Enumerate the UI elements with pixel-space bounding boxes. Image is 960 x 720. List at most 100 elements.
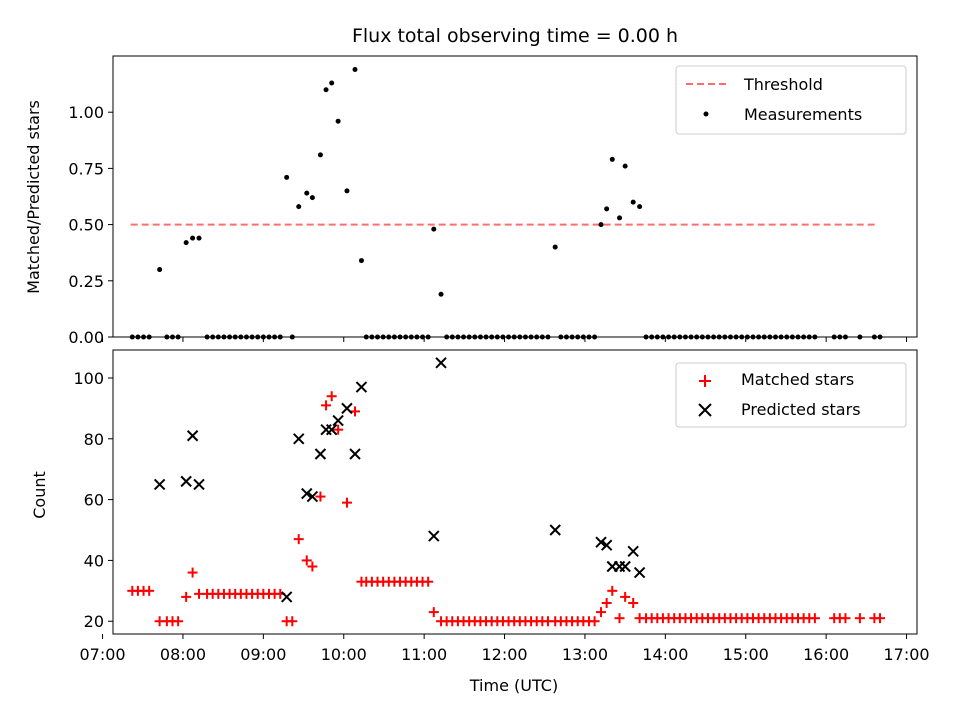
bottom-xtick-label: 09:00 <box>240 645 286 664</box>
measurement-point <box>317 152 323 158</box>
bottom-xtick-label: 08:00 <box>160 645 206 664</box>
x-axis-label: Time (UTC) <box>469 676 558 695</box>
measurement-point <box>309 195 315 201</box>
top-ytick-label: 0.75 <box>68 159 104 178</box>
matched-star-point <box>341 497 352 508</box>
measurement-point <box>598 222 604 228</box>
predicted-star-point <box>314 448 327 460</box>
measurement-point <box>617 215 623 221</box>
measurement-point <box>329 80 335 86</box>
measurement-point <box>157 267 163 273</box>
matched-star-point <box>326 391 337 402</box>
chart-title: Flux total observing time = 0.00 h <box>352 25 678 47</box>
matched-star-point <box>315 491 326 502</box>
bottom-xtick-label: 15:00 <box>723 645 769 664</box>
predicted-star-point <box>595 536 607 548</box>
bottom-xtick-label: 12:00 <box>481 645 527 664</box>
matched-star-point <box>614 613 625 624</box>
matched-star-point <box>350 406 361 417</box>
matched-star-point <box>333 424 344 435</box>
measurement-point <box>344 188 350 194</box>
matched-star-point <box>840 613 851 624</box>
measurement-point <box>335 118 341 124</box>
bottom-legend: Matched stars Predicted stars <box>675 362 907 428</box>
predicted-star-point <box>293 433 305 445</box>
predicted-star-point <box>435 357 447 369</box>
matched-star-point <box>620 591 631 602</box>
measurement-point <box>323 87 329 93</box>
matched-star-point <box>596 607 607 618</box>
matched-star-point <box>428 607 439 618</box>
measurement-point <box>358 258 364 264</box>
predicted-star-point <box>180 475 192 488</box>
matched-star-point <box>293 534 304 545</box>
bottom-y-axis-label: Count <box>30 471 49 519</box>
predicted-star-point <box>619 560 631 573</box>
matched-star-point <box>601 597 612 608</box>
matched-star-point <box>173 616 184 627</box>
measurement-point <box>622 163 628 169</box>
matched-star-point <box>875 613 886 624</box>
bottom-ytick-label: 100 <box>73 369 104 388</box>
legend-predicted-swatch <box>698 403 712 417</box>
matched-star-point <box>144 585 155 596</box>
predicted-star-point <box>301 487 313 500</box>
predicted-star-point <box>193 478 205 491</box>
predicted-star-point <box>355 381 368 393</box>
matched-star-point <box>607 585 618 596</box>
measurement-point <box>196 235 202 241</box>
bottom-xtick-label: 13:00 <box>562 645 608 664</box>
bottom-xtick-label: 14:00 <box>642 645 688 664</box>
ratio-plot-panel: Flux total observing time = 0.00 h Match… <box>24 25 918 347</box>
measurement-point <box>183 240 189 246</box>
predicted-star-point <box>186 430 199 442</box>
matched-star-point <box>589 616 600 627</box>
bottom-ytick-label: 80 <box>84 430 104 449</box>
measurement-point <box>604 206 610 212</box>
matched-star-point <box>307 561 318 572</box>
top-legend: Threshold Measurements <box>675 65 907 135</box>
measurement-point <box>552 244 558 250</box>
matched-star-point <box>854 613 865 624</box>
predicted-star-point <box>306 490 319 503</box>
top-y-axis-label: Matched/Predicted stars <box>24 100 43 294</box>
legend-matched-swatch <box>699 375 711 387</box>
predicted-star-point <box>428 530 440 542</box>
matched-star-point <box>321 400 332 411</box>
matched-star-point <box>181 591 192 602</box>
matched-star-point <box>187 567 198 578</box>
measurement-point <box>304 190 310 196</box>
matched-star-point <box>301 555 312 566</box>
top-ytick-label: 0.50 <box>68 216 104 235</box>
predicted-star-point <box>600 539 613 551</box>
measurement-point <box>190 235 196 241</box>
top-ytick-label: 0.25 <box>68 272 104 291</box>
bottom-axes-frame <box>112 349 918 635</box>
measurement-point <box>431 226 437 232</box>
predicted-star-point <box>153 478 166 491</box>
bottom-xtick-label: 11:00 <box>401 645 447 664</box>
predicted-star-point <box>349 448 361 460</box>
top-ytick-label: 1.00 <box>68 103 104 122</box>
measurement-point <box>630 199 636 205</box>
predicted-star-point <box>549 524 561 536</box>
measurement-point <box>296 204 302 210</box>
predicted-star-point <box>633 566 646 579</box>
measurement-point <box>284 174 290 180</box>
measurement-point <box>637 204 643 210</box>
count-plot-panel: Count Time (UTC) 20 40 60 80 100 07:00 08:00 0… <box>30 349 930 695</box>
bottom-ytick-label: 60 <box>84 491 104 510</box>
legend-matched-label: Matched stars <box>741 370 854 389</box>
bottom-xtick-label: 10:00 <box>321 645 367 664</box>
measurement-point <box>438 291 444 297</box>
predicted-star-point <box>325 423 338 436</box>
measurement-point <box>609 156 615 162</box>
bottom-ytick-label: 20 <box>84 612 104 631</box>
top-axes-frame <box>112 55 918 338</box>
matched-star-point <box>287 616 298 627</box>
top-ytick-label: 0.00 <box>68 328 104 347</box>
measurement-point <box>352 66 358 72</box>
legend-predicted-label: Predicted stars <box>741 400 861 419</box>
bottom-xtick-label: 17:00 <box>883 645 929 664</box>
